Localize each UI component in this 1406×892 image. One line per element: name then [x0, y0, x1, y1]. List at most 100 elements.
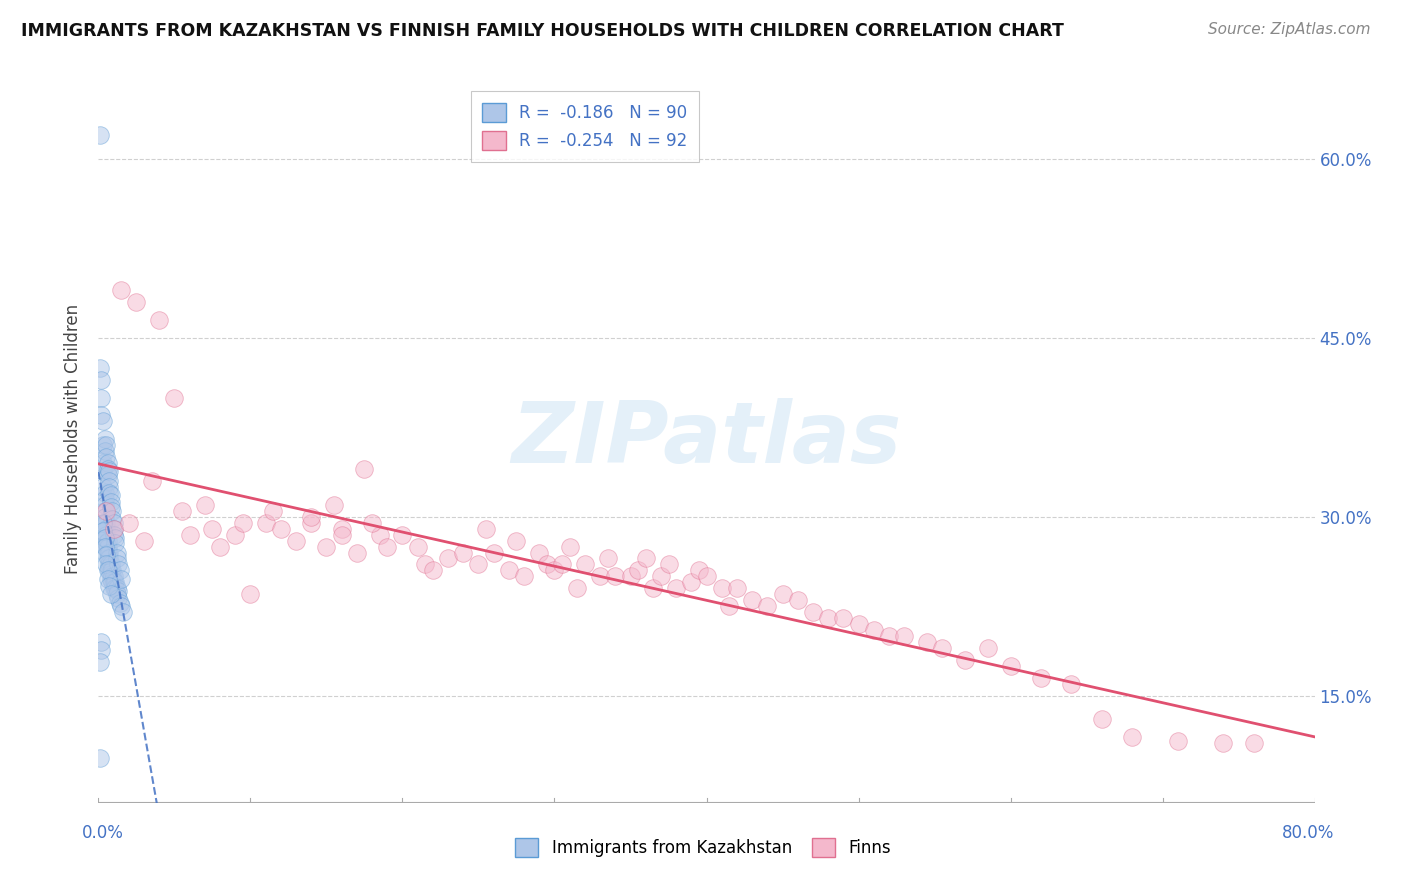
Point — [98, 579, 121, 593]
Point — [105, 582, 128, 596]
Point — [96, 572, 118, 586]
Text: Source: ZipAtlas.com: Source: ZipAtlas.com — [1208, 22, 1371, 37]
Point — [94, 558, 117, 572]
Point — [90, 635, 112, 649]
Point — [239, 587, 262, 601]
Point — [103, 582, 125, 596]
Point — [285, 533, 308, 548]
Point — [1121, 731, 1143, 745]
Point — [108, 596, 131, 610]
Point — [832, 611, 855, 625]
Point — [111, 605, 134, 619]
Point — [665, 582, 688, 596]
Point — [96, 545, 118, 559]
Point — [643, 582, 665, 596]
Text: ZIPatlas: ZIPatlas — [512, 398, 901, 481]
Point — [1243, 736, 1265, 750]
Point — [801, 605, 824, 619]
Point — [482, 545, 505, 559]
Point — [94, 540, 117, 554]
Point — [270, 522, 292, 536]
Point — [558, 540, 581, 554]
Point — [893, 629, 915, 643]
Text: 0.0%: 0.0% — [82, 824, 124, 842]
Point — [89, 655, 111, 669]
Point — [361, 516, 384, 530]
Point — [103, 516, 125, 530]
Point — [953, 653, 976, 667]
Point — [98, 474, 121, 488]
Point — [163, 391, 186, 405]
Point — [101, 575, 124, 590]
Point — [1029, 671, 1052, 685]
Point — [375, 540, 398, 554]
Point — [93, 433, 115, 447]
Point — [93, 504, 115, 518]
Point — [330, 527, 353, 541]
Point — [406, 540, 429, 554]
Point — [98, 551, 121, 566]
Point — [817, 611, 839, 625]
Point — [498, 563, 520, 577]
Point — [118, 516, 141, 530]
Point — [96, 533, 118, 548]
Point — [589, 569, 612, 583]
Point — [391, 527, 413, 541]
Point — [103, 522, 125, 536]
Point — [91, 480, 114, 494]
Point — [90, 409, 112, 423]
Point — [91, 465, 114, 479]
Point — [90, 373, 112, 387]
Point — [688, 563, 710, 577]
Point — [100, 563, 122, 577]
Point — [224, 527, 246, 541]
Point — [94, 531, 117, 545]
Point — [353, 462, 375, 476]
Point — [93, 540, 115, 554]
Point — [100, 500, 122, 515]
Point — [877, 629, 900, 643]
Point — [596, 551, 619, 566]
Point — [89, 750, 111, 764]
Point — [96, 456, 118, 470]
Point — [103, 575, 125, 590]
Point — [657, 558, 679, 572]
Point — [505, 533, 527, 548]
Point — [100, 558, 122, 572]
Point — [107, 583, 129, 598]
Point — [98, 558, 121, 572]
Point — [107, 558, 129, 572]
Point — [977, 640, 1000, 655]
Point — [262, 504, 284, 518]
Point — [194, 498, 217, 512]
Point — [94, 527, 117, 541]
Point — [254, 516, 277, 530]
Point — [93, 444, 115, 458]
Point — [346, 545, 368, 559]
Point — [299, 516, 322, 530]
Point — [100, 572, 122, 586]
Point — [89, 128, 111, 143]
Point — [1167, 734, 1189, 748]
Point — [543, 563, 565, 577]
Point — [100, 495, 122, 509]
Point — [104, 536, 127, 550]
Point — [96, 551, 118, 566]
Point — [125, 295, 148, 310]
Point — [93, 498, 115, 512]
Point — [94, 522, 117, 536]
Point — [93, 531, 115, 545]
Point — [422, 563, 444, 577]
Point — [718, 599, 741, 614]
Point — [89, 360, 111, 375]
Point — [101, 504, 124, 518]
Point — [323, 498, 346, 512]
Point — [91, 524, 114, 538]
Point — [299, 509, 322, 524]
Point — [315, 540, 337, 554]
Point — [1091, 712, 1114, 726]
Text: 80.0%: 80.0% — [1281, 824, 1334, 842]
Point — [132, 533, 155, 548]
Point — [453, 545, 475, 559]
Point — [1060, 676, 1083, 690]
